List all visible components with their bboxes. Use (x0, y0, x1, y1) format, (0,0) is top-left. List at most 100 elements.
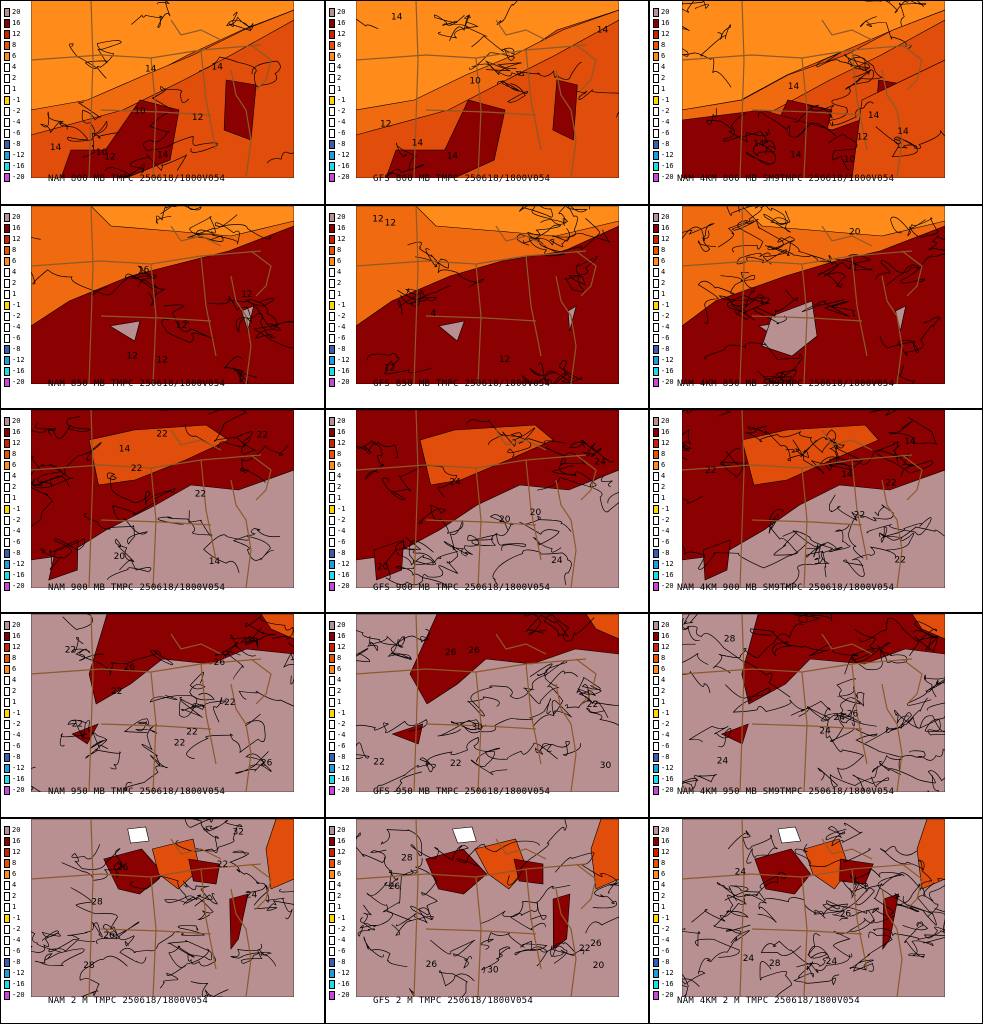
color-legend: 20 16 12 8 6 4 2 1 -1 -2 -4 -6 -8 -12 -16 -20 (652, 417, 676, 595)
legend-label: -2 (661, 925, 670, 933)
legend-swatch (329, 290, 335, 299)
legend-entry: 20 (3, 826, 27, 835)
legend-swatch (329, 527, 335, 536)
legend-label: -16 (12, 571, 25, 579)
legend-swatch (653, 290, 659, 299)
legend-entry: -20 (652, 582, 676, 591)
legend-swatch (329, 980, 335, 989)
legend-swatch (653, 837, 659, 846)
panel-caption: NAM 4KM 2 M TMPC 250618/1800V054 (677, 996, 860, 1006)
temperature-region (385, 99, 506, 178)
legend-label: 6 (12, 665, 17, 673)
isotherm-contour (828, 494, 864, 559)
isotherm-contour (71, 844, 125, 870)
legend-swatch (4, 925, 10, 934)
legend-label: -20 (661, 173, 674, 181)
legend-entry: 8 (328, 246, 352, 255)
state-boundary (250, 44, 272, 91)
legend-entry: -16 (328, 980, 352, 989)
isotherm-contour (468, 35, 516, 70)
legend-entry: 6 (328, 665, 352, 674)
legend-swatch (653, 676, 659, 685)
contour-value-label: 28 (83, 961, 95, 971)
isotherm-contour (879, 526, 915, 551)
legend-entry: -16 (652, 980, 676, 989)
isotherm-contour (758, 111, 836, 138)
legend-entry: -2 (3, 720, 27, 729)
contour-value-label: 28 (724, 634, 736, 644)
isotherm-contour (767, 240, 873, 271)
isotherm-contour (83, 500, 158, 545)
legend-label: -4 (661, 527, 670, 535)
legend-label: 16 (337, 19, 346, 27)
legend-swatch (653, 687, 659, 696)
legend-entry: 20 (328, 8, 352, 17)
legend-swatch (4, 235, 10, 244)
isotherm-contour (208, 296, 276, 338)
state-boundary (851, 49, 868, 151)
legend-label: -2 (337, 312, 346, 320)
legend-entry: 1 (652, 903, 676, 912)
legend-entry: -12 (652, 969, 676, 978)
legend-swatch (329, 914, 335, 923)
legend-swatch (653, 881, 659, 890)
isotherm-contour (723, 113, 777, 155)
legend-swatch (653, 129, 659, 138)
legend-entry: -16 (3, 162, 27, 171)
state-boundary (170, 633, 222, 655)
legend-label: -4 (337, 936, 346, 944)
state-boundary (88, 819, 94, 997)
legend-entry: 1 (328, 85, 352, 94)
legend-label: 2 (337, 279, 342, 287)
legend-entry: 20 (652, 621, 676, 630)
isotherm-contour (367, 352, 432, 375)
isotherm-contour (230, 943, 277, 967)
legend-swatch (653, 213, 659, 222)
isotherm-contour (703, 342, 803, 384)
legend-label: -4 (12, 936, 21, 944)
legend-swatch (329, 709, 335, 718)
legend-label: 12 (12, 848, 21, 856)
contour-value-label: 22 (111, 687, 122, 697)
state-boundary (801, 671, 808, 792)
isotherm-contour (793, 961, 840, 986)
state-borders (682, 819, 923, 997)
legend-entry: 1 (328, 290, 352, 299)
legend-entry: 1 (3, 903, 27, 912)
legend-swatch (329, 257, 335, 266)
state-boundary (801, 263, 808, 384)
legend-entry: 4 (652, 881, 676, 890)
isotherm-contour (532, 670, 579, 727)
contour-value-label: 14 (119, 444, 131, 454)
legend-entry: 4 (328, 881, 352, 890)
temperature-region (109, 320, 141, 342)
legend-swatch (653, 268, 659, 277)
legend-swatch (4, 257, 10, 266)
state-borders (31, 206, 272, 384)
contour-value-label: 20 (593, 961, 605, 971)
legend-label: 1 (661, 85, 666, 93)
isotherm-contour (518, 206, 569, 227)
legend-swatch (653, 19, 659, 28)
temperature-region (48, 539, 79, 581)
isotherm-contour (718, 272, 769, 321)
contour-value-label: 22 (257, 431, 268, 441)
legend-swatch (4, 494, 10, 503)
legend-entry: 6 (328, 870, 352, 879)
legend-swatch (653, 775, 659, 784)
legend-label: -16 (12, 162, 25, 170)
isotherm-contour (877, 874, 930, 912)
isotherm-contour (890, 216, 939, 238)
legend-swatch (4, 991, 10, 1000)
legend-label: 16 (12, 837, 21, 845)
isotherm-contour (514, 942, 577, 967)
legend-swatch (653, 892, 659, 901)
legend-entry: 2 (328, 483, 352, 492)
contour-value-label: 28 (769, 959, 781, 969)
legend-swatch (653, 224, 659, 233)
state-boundary (751, 315, 863, 322)
state-borders (31, 0, 272, 178)
legend-swatch (329, 505, 335, 514)
panel-caption: GFS 950 MB TMPC 250618/1800V054 (373, 787, 551, 797)
legend-entry: -12 (3, 764, 27, 773)
